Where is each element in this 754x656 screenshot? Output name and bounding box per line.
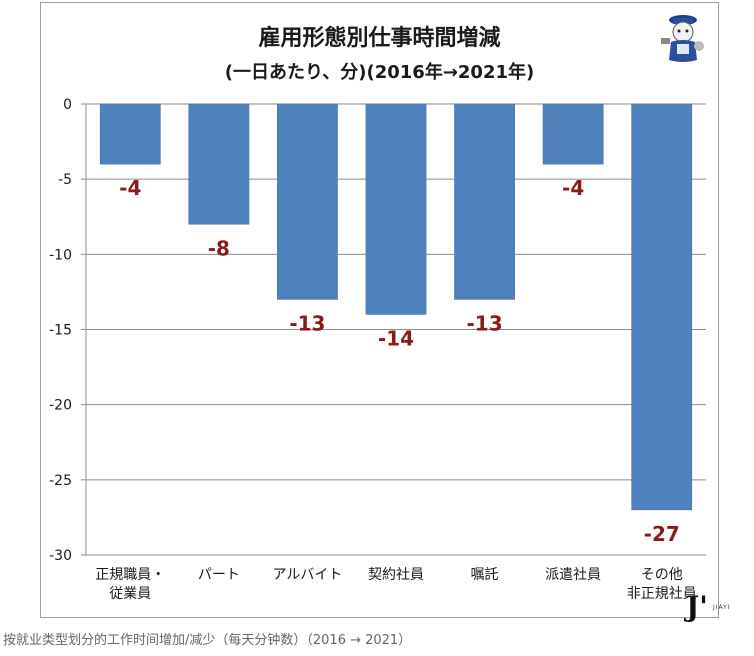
- bar: [277, 103, 338, 300]
- data-label: -13: [289, 311, 325, 335]
- bar: [454, 103, 515, 300]
- x-tick-label: 正規職員・ 従業員: [95, 567, 166, 602]
- chart-title: 雇用形態別仕事時間増減: [258, 26, 501, 51]
- bar: [365, 103, 427, 315]
- x-tick-label: パート: [197, 567, 240, 583]
- bar: [99, 103, 161, 165]
- y-tick-label: -20: [49, 398, 72, 414]
- image-caption: 按就业类型划分的工作时间增加/减少（每天分钟数）（2016 → 2021）: [3, 633, 412, 648]
- watermark-logo: J': [686, 590, 708, 623]
- data-label: -14: [378, 326, 414, 350]
- x-tick-label: 嘱託: [470, 567, 499, 583]
- bar: [188, 103, 250, 225]
- x-tick-label: その他 非正規社員: [626, 567, 697, 602]
- x-tick-label: 派遣社員: [545, 567, 602, 583]
- data-label: -4: [119, 176, 141, 200]
- data-label: -8: [208, 236, 230, 260]
- x-tick-label: アルバイト: [272, 567, 343, 583]
- watermark-text: JIAYI: [713, 604, 731, 611]
- mascot-illustration: [661, 15, 704, 62]
- x-tick-label: 契約社員: [368, 567, 424, 583]
- bar: [631, 103, 693, 511]
- bar: [542, 103, 604, 165]
- chart-subtitle: (一日あたり、分)(2016年→2021年): [224, 62, 535, 83]
- y-tick-label: -25: [49, 473, 72, 489]
- y-tick-label: -30: [49, 548, 72, 564]
- data-label: -13: [467, 311, 503, 335]
- y-tick-label: -5: [58, 172, 72, 188]
- data-label: -4: [562, 176, 584, 200]
- data-label: -27: [644, 522, 680, 546]
- y-tick-label: -15: [49, 323, 72, 339]
- y-tick-label: -10: [49, 247, 72, 263]
- y-tick-label: 0: [63, 97, 72, 113]
